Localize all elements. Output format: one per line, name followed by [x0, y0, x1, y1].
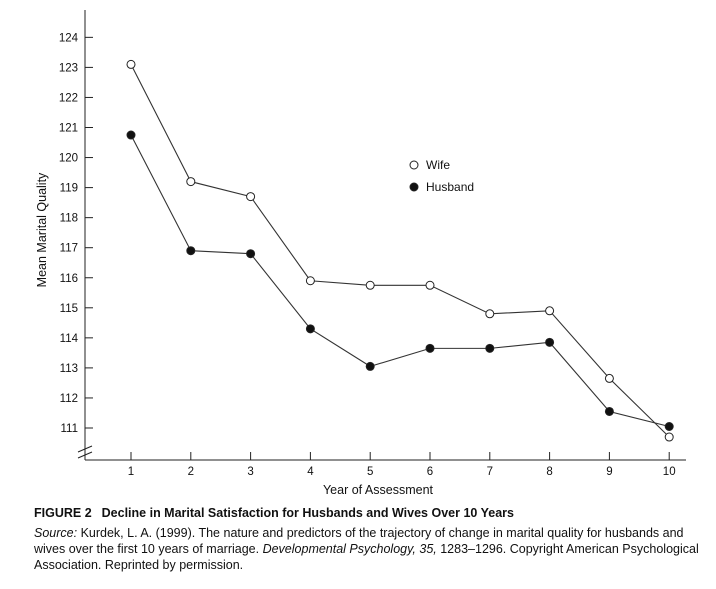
- legend-marker-husband: [409, 182, 419, 192]
- figure-number: FIGURE 2: [34, 506, 92, 520]
- x-tick-label: 1: [128, 466, 134, 478]
- husband-data-point: [664, 421, 674, 431]
- y-tick-label: 119: [60, 183, 78, 195]
- x-tick-label: 3: [247, 466, 253, 478]
- husband-data-point: [425, 343, 435, 353]
- y-tick-label: 116: [60, 273, 78, 285]
- husband-data-point: [485, 343, 495, 353]
- wife-data-point: [425, 280, 435, 290]
- husband-data-point: [246, 249, 256, 259]
- husband-data-point: [126, 130, 136, 140]
- y-tick-label: 122: [59, 92, 78, 104]
- y-tick-label: 111: [61, 423, 78, 435]
- source-copyright: 1283–1296. Copyright American Psychologi…: [34, 542, 699, 572]
- y-tick-label: 124: [59, 32, 79, 44]
- legend-marker-wife: [409, 160, 419, 170]
- y-tick-label: 115: [60, 303, 78, 315]
- y-tick-label: 121: [59, 123, 78, 135]
- y-tick-label: 118: [60, 213, 78, 225]
- husband-data-point: [545, 337, 555, 347]
- x-tick-label: 9: [606, 466, 612, 478]
- y-axis-title: Mean Marital Quality: [35, 172, 49, 287]
- y-tick-label: 117: [60, 243, 78, 255]
- husband-data-point: [186, 246, 196, 256]
- x-tick-label: 5: [367, 466, 373, 478]
- x-tick-label: 10: [663, 466, 676, 478]
- y-tick-label: 114: [60, 333, 79, 345]
- figure-source: Source: Kurdek, L. A. (1999). The nature…: [34, 525, 710, 573]
- source-citation: Kurdek, L. A. (1999). The nature and pre…: [34, 526, 684, 556]
- x-tick-label: 4: [307, 466, 314, 478]
- source-label: Source:: [34, 526, 78, 540]
- wife-data-point: [246, 192, 256, 202]
- figure-title: Decline in Marital Satisfaction for Husb…: [101, 506, 514, 520]
- wife-data-point: [126, 59, 136, 69]
- figure-title-line: FIGURE 2 Decline in Marital Satisfaction …: [34, 505, 710, 521]
- wife-data-point: [485, 309, 495, 319]
- wife-data-point: [664, 432, 674, 442]
- y-tick-label: 123: [59, 62, 78, 74]
- line-chart: 1111121131141151161171181191201211221231…: [35, 10, 686, 497]
- axis-break-mark: [77, 445, 93, 459]
- legend-label-husband: Husband: [426, 180, 474, 194]
- y-tick-label: 120: [59, 153, 78, 165]
- figure-caption: FIGURE 2 Decline in Marital Satisfaction …: [34, 505, 710, 573]
- x-axis-title: Year of Assessment: [323, 483, 434, 497]
- wife-data-point: [545, 306, 555, 316]
- wife-data-point: [186, 177, 196, 187]
- y-tick-label: 113: [60, 363, 78, 375]
- wife-data-point: [305, 276, 315, 286]
- series-line-husband: [130, 134, 670, 428]
- series-line-wife: [130, 64, 670, 438]
- source-journal: Developmental Psychology, 35,: [262, 542, 437, 556]
- husband-data-point: [604, 406, 614, 416]
- legend-label-wife: Wife: [426, 158, 450, 172]
- y-tick-label: 112: [60, 393, 78, 405]
- x-tick-label: 6: [427, 466, 433, 478]
- x-tick-label: 8: [546, 466, 552, 478]
- wife-data-point: [604, 373, 614, 383]
- x-tick-label: 7: [487, 466, 493, 478]
- husband-data-point: [365, 361, 375, 371]
- wife-data-point: [365, 280, 375, 290]
- husband-data-point: [305, 324, 315, 334]
- x-tick-label: 2: [188, 466, 194, 478]
